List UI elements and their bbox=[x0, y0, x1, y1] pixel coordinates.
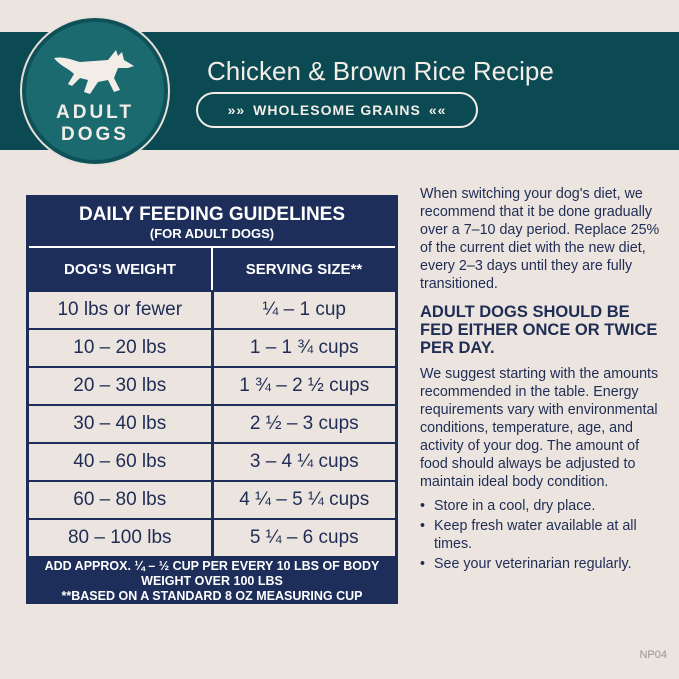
pill-label: WHOLESOME GRAINS bbox=[253, 102, 421, 118]
wheat-icon: «« bbox=[428, 102, 447, 118]
footnote: ADD APPROX. ¼ – ½ CUP PER EVERY 10 LBS O… bbox=[44, 559, 380, 588]
weight-cell: 10 – 20 lbs bbox=[29, 330, 211, 366]
wholesome-grains-pill: »» WHOLESOME GRAINS «« bbox=[196, 92, 478, 128]
adult-dogs-badge: ADULT DOGS bbox=[22, 18, 168, 164]
table-footnotes: ADD APPROX. ¼ – ½ CUP PER EVERY 10 LBS O… bbox=[29, 556, 395, 604]
serving-size-cell: 2 ½ – 3 cups bbox=[213, 406, 395, 442]
weight-cell: 20 – 30 lbs bbox=[29, 368, 211, 404]
feeding-frequency-heading: ADULT DOGS SHOULD BE FED EITHER ONCE OR … bbox=[420, 303, 658, 357]
weight-cell: 30 – 40 lbs bbox=[29, 406, 211, 442]
bullet-item: Store in a cool, dry place. bbox=[420, 497, 660, 515]
table-row: 10 – 20 lbs 1 – 1 ¾ cups bbox=[29, 330, 395, 366]
recipe-title: Chicken & Brown Rice Recipe bbox=[207, 56, 554, 86]
bullet-item: Keep fresh water available at all times. bbox=[420, 517, 660, 553]
weight-cell: 80 – 100 lbs bbox=[29, 520, 211, 556]
table-subtitle: (FOR ADULT DOGS) bbox=[149, 226, 275, 241]
table-row: 10 lbs or fewer ¼ – 1 cup bbox=[29, 292, 395, 328]
body-text: We suggest starting with the amounts rec… bbox=[420, 366, 659, 490]
wheat-icon: »» bbox=[227, 102, 246, 118]
table-row: 80 – 100 lbs 5 ¼ – 6 cups bbox=[29, 520, 395, 556]
feeding-notes: When switching your dog's diet, we recom… bbox=[420, 185, 660, 575]
column-header: DOG'S WEIGHT bbox=[29, 246, 211, 290]
bullet-item: See your veterinarian regularly. bbox=[420, 555, 660, 573]
serving-size-cell: ¼ – 1 cup bbox=[213, 292, 395, 328]
badge-line1: ADULT bbox=[56, 102, 134, 123]
serving-size-cell: 5 ¼ – 6 cups bbox=[213, 520, 395, 556]
serving-size-cell: 1 – 1 ¾ cups bbox=[213, 330, 395, 366]
feeding-table: DAILY FEEDING GUIDELINES (FOR ADULT DOGS)… bbox=[26, 195, 398, 604]
footnote: **BASED ON A STANDARD 8 OZ MEASURING CUP bbox=[61, 589, 363, 603]
table-row: 40 – 60 lbs 3 – 4 ¼ cups bbox=[29, 444, 395, 480]
serving-size-cell: 4 ¼ – 5 ¼ cups bbox=[213, 482, 395, 518]
weight-cell: 60 – 80 lbs bbox=[29, 482, 211, 518]
weight-cell: 10 lbs or fewer bbox=[29, 292, 211, 328]
table-row: 30 – 40 lbs 2 ½ – 3 cups bbox=[29, 406, 395, 442]
table-row: 60 – 80 lbs 4 ¼ – 5 ¼ cups bbox=[29, 482, 395, 518]
serving-size-cell: 1 ¾ – 2 ½ cups bbox=[213, 368, 395, 404]
intro-text: When switching your dog's diet, we recom… bbox=[420, 186, 660, 292]
product-code: NP04 bbox=[639, 649, 667, 661]
table-title: DAILY FEEDING GUIDELINES bbox=[78, 204, 346, 225]
table-header-row: DOG'S WEIGHT SERVING SIZE** bbox=[29, 246, 395, 290]
serving-size-cell: 3 – 4 ¼ cups bbox=[213, 444, 395, 480]
table-row: 20 – 30 lbs 1 ¾ – 2 ½ cups bbox=[29, 368, 395, 404]
badge-line2: DOGS bbox=[61, 124, 129, 145]
weight-cell: 40 – 60 lbs bbox=[29, 444, 211, 480]
column-header: SERVING SIZE** bbox=[211, 246, 395, 290]
running-dog-icon bbox=[54, 50, 134, 94]
